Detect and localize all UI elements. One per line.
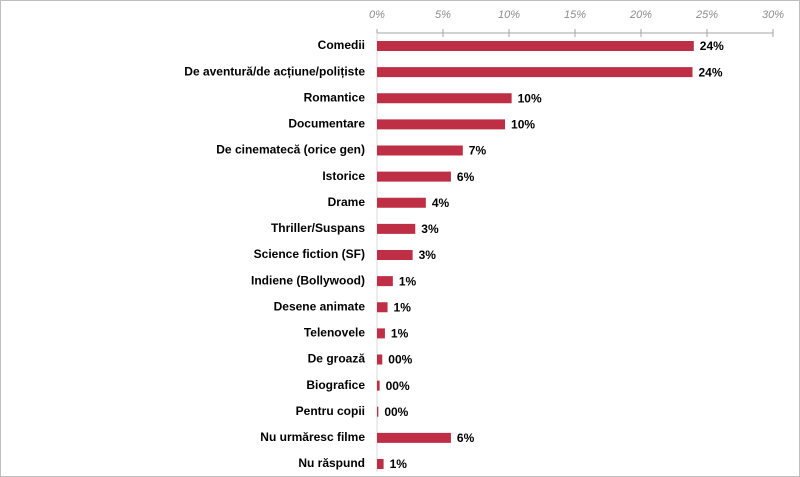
category-label: Biografice xyxy=(306,378,365,392)
bar xyxy=(377,302,388,313)
value-label: 4% xyxy=(432,196,450,210)
bar xyxy=(377,67,693,78)
value-label: 7% xyxy=(469,144,487,158)
category-label: Desene animate xyxy=(274,299,366,313)
category-label: Thriller/Suspans xyxy=(271,221,365,235)
bar xyxy=(377,380,380,391)
value-label: 10% xyxy=(518,91,542,105)
bar xyxy=(377,171,451,182)
category-label: De aventură/de acțiune/polițiste xyxy=(184,64,365,78)
value-label: 3% xyxy=(421,222,439,236)
bar xyxy=(377,250,413,260)
category-label: Drame xyxy=(328,195,366,209)
value-label: 1% xyxy=(390,457,408,471)
value-label: 24% xyxy=(698,65,722,79)
x-tick-label: 0% xyxy=(369,9,385,21)
value-label: 24% xyxy=(700,39,724,53)
bar xyxy=(377,197,426,208)
x-tick-label: 30% xyxy=(762,9,784,21)
value-label: 3% xyxy=(419,248,437,262)
bar xyxy=(377,276,393,287)
value-label: 6% xyxy=(457,170,475,184)
category-label: Nu răspund xyxy=(298,456,365,470)
category-label: Istorice xyxy=(322,169,365,183)
bar xyxy=(377,432,451,443)
category-label: Documentare xyxy=(288,117,365,131)
category-label: Telenovele xyxy=(304,326,365,340)
value-label: 1% xyxy=(391,327,409,341)
value-label: 1% xyxy=(394,300,412,314)
x-tick-label: 15% xyxy=(564,9,586,21)
bar xyxy=(377,119,506,130)
category-label: Romantice xyxy=(304,90,366,104)
category-label: Comedii xyxy=(318,38,365,52)
category-label: Pentru copii xyxy=(296,404,365,418)
value-label: 00% xyxy=(386,379,410,393)
bar xyxy=(377,354,383,365)
value-label: 1% xyxy=(399,274,417,288)
x-tick-label: 10% xyxy=(498,9,520,21)
bar xyxy=(377,41,694,51)
bar xyxy=(377,145,463,156)
value-label: 10% xyxy=(511,118,535,132)
category-label: Indiene (Bollywood) xyxy=(251,273,365,287)
x-tick-label: 25% xyxy=(695,9,718,21)
category-label: De cinematecă (orice gen) xyxy=(216,143,365,157)
bar xyxy=(377,223,416,234)
category-label: Nu urmăresc filme xyxy=(260,430,365,444)
bar xyxy=(377,406,379,417)
x-tick-label: 20% xyxy=(629,9,652,21)
category-label: Science fiction (SF) xyxy=(254,247,365,261)
value-label: 00% xyxy=(388,353,412,367)
value-label: 00% xyxy=(384,405,408,419)
x-tick-label: 5% xyxy=(435,9,451,21)
category-label: De groază xyxy=(308,352,366,366)
bar xyxy=(377,459,384,469)
value-label: 6% xyxy=(457,431,475,445)
bar xyxy=(377,93,512,104)
bar xyxy=(377,328,385,339)
